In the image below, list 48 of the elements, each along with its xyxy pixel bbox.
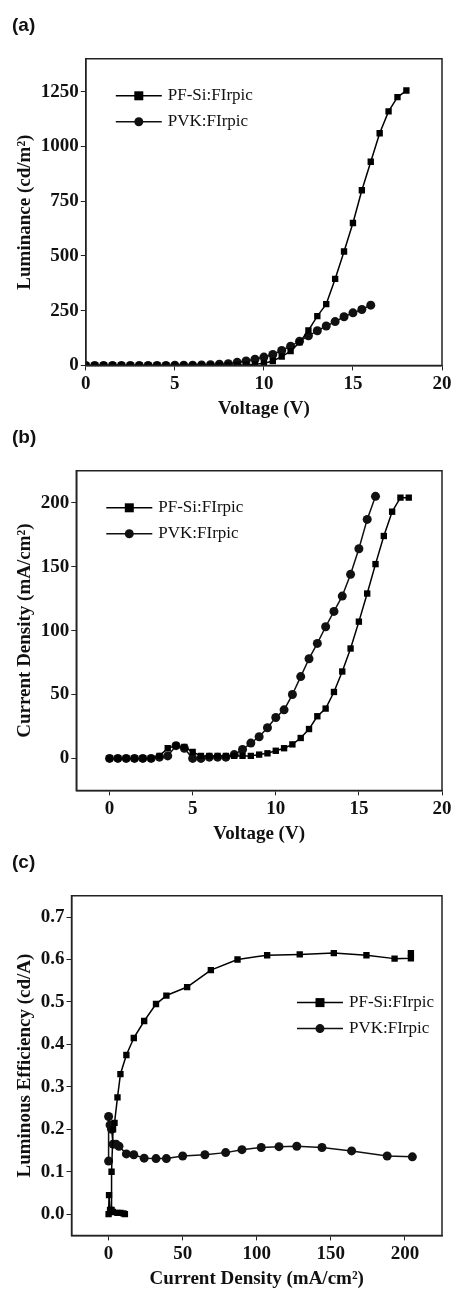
y-tick-label: 500 [50, 243, 79, 265]
x-tick-label: 5 [170, 371, 180, 393]
y-tick-label: 1250 [40, 79, 79, 101]
y-tick-label: 0.3 [40, 1074, 65, 1096]
y-tick-label: 0 [59, 746, 70, 768]
x-tick-label: 200 [390, 1241, 420, 1263]
y-tick-label: 750 [50, 189, 79, 211]
x-axis-title: Voltage (V) [213, 821, 305, 844]
x-tick-label: 100 [242, 1241, 272, 1263]
x-tick-label: 20 [432, 371, 452, 393]
y-tick-label: 0.7 [40, 904, 66, 926]
y-tick-label: 0 [69, 353, 79, 375]
x-tick-label: 150 [316, 1241, 346, 1263]
legend-label: PF-Si:FIrpic [348, 992, 435, 1012]
legend-label: PVK:FIrpic [158, 523, 240, 543]
y-tick-label: 200 [40, 490, 70, 512]
x-axis-title: Voltage (V) [218, 396, 310, 419]
y-axis-title: Luminance (cd/m²) [13, 134, 36, 290]
y-axis-title: Luminous Efficiency (cd/A) [13, 953, 36, 1178]
y-tick-label: 0.4 [40, 1032, 66, 1054]
y-tick-label: 150 [40, 554, 70, 576]
y-tick-label: 0.0 [40, 1202, 65, 1224]
y-axis-title: Current Density (mA/cm²) [13, 523, 36, 738]
x-tick-label: 50 [173, 1241, 193, 1263]
x-tick-label: 0 [103, 1241, 114, 1263]
chart-title: (c) [12, 850, 36, 872]
legend-label: PVK:FIrpic [167, 111, 249, 131]
y-tick-label: 100 [40, 618, 70, 640]
legend-label: PVK:FIrpic [348, 1018, 430, 1038]
chart-title: (b) [12, 425, 37, 447]
legend-label: PF-Si:FIrpic [158, 497, 244, 517]
x-tick-label: 10 [266, 796, 286, 818]
x-tick-label: 20 [432, 796, 452, 818]
y-tick-label: 0.2 [40, 1117, 65, 1139]
legend-label: PF-Si:FIrpic [167, 85, 254, 105]
x-tick-label: 5 [187, 796, 198, 818]
x-tick-label: 10 [254, 371, 274, 393]
x-tick-label: 15 [349, 796, 369, 818]
y-tick-label: 250 [50, 298, 79, 320]
y-tick-label: 0.6 [40, 947, 65, 969]
x-tick-label: 0 [104, 796, 115, 818]
y-tick-label: 0.5 [40, 989, 65, 1011]
chart-title: (a) [12, 13, 36, 35]
y-tick-label: 0.1 [40, 1159, 65, 1181]
x-tick-label: 15 [343, 371, 363, 393]
x-axis-title: Current Density (mA/cm²) [149, 1266, 364, 1289]
y-tick-label: 1000 [40, 134, 79, 156]
y-tick-label: 50 [50, 682, 70, 704]
